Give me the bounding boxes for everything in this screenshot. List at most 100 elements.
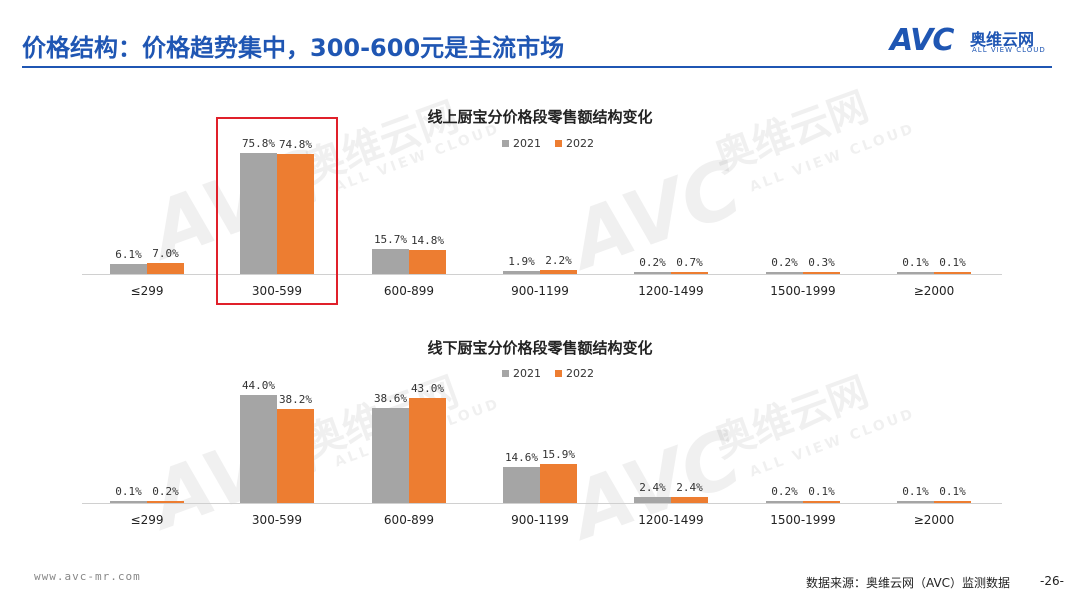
bar-2022-600-899 [409, 397, 446, 503]
bar-2021-300-599 [240, 152, 277, 274]
legend-label-2021: 2021 [513, 137, 541, 150]
legend-item-2021: 2021 [502, 367, 541, 380]
category-label-1200-1499: 1200-1499 [638, 284, 704, 298]
bar-2022-1500-1999 [803, 272, 840, 274]
data-label-2021-300-599: 75.8% [241, 136, 276, 150]
category-label-≤299: ≤299 [130, 284, 164, 298]
data-label-2022-600-899: 43.0% [410, 381, 445, 395]
chart-legend: 2021 2022 [502, 137, 594, 150]
legend-swatch-2021 [502, 370, 509, 377]
bar-2021-1500-1999 [766, 272, 803, 274]
bar-2022-900-1199 [540, 464, 577, 503]
bar-2021-600-899 [372, 408, 409, 503]
legend-label-2022: 2022 [566, 137, 594, 150]
category-label-900-1199: 900-1199 [511, 513, 569, 527]
bar-2022-300-599 [277, 154, 314, 274]
bar-2021-600-899 [372, 248, 409, 274]
legend-swatch-2022 [555, 140, 562, 147]
category-label-≤299: ≤299 [130, 513, 164, 527]
chart-title: 线下厨宝分价格段零售额结构变化 [427, 339, 653, 357]
bar-2022-1200-1499 [671, 272, 708, 274]
legend-item-2022: 2022 [555, 137, 594, 150]
data-label-2022-1200-1499: 2.4% [676, 481, 703, 495]
bar-2022-900-1199 [540, 270, 577, 274]
header-divider [22, 66, 1052, 68]
bar-2022-≤299 [147, 501, 184, 503]
logo-mark: AVC [890, 23, 954, 58]
category-label-300-599: 300-599 [251, 513, 303, 527]
category-label-1200-1499: 1200-1499 [638, 513, 704, 527]
category-label-≥2000: ≥2000 [913, 284, 955, 298]
bar-2022-1200-1499 [671, 497, 708, 503]
footer-source: 数据来源：奥维云网（AVC）监测数据 [806, 576, 1011, 590]
bar-2022-≥2000 [934, 272, 971, 274]
highlight-300-599-box [216, 117, 338, 305]
data-label-2021-300-599: 44.0% [241, 379, 276, 393]
data-label-2022-≤299: 0.2% [152, 485, 179, 498]
data-label-2021-≥2000: 0.1% [902, 256, 929, 269]
offline-price-structure-chart: 线下厨宝分价格段零售额结构变化 2021 2022 0.1% 0.2% ≤299 44… [82, 339, 1002, 527]
category-label-300-599: 300-599 [251, 284, 303, 298]
legend-swatch-2022 [555, 370, 562, 377]
logo-cn-text: 奥维云网 [970, 30, 1035, 49]
data-label-2021-1200-1499: 0.2% [639, 256, 666, 269]
category-label-1500-1999: 1500-1999 [770, 513, 836, 527]
bar-2022-1500-1999 [803, 501, 840, 503]
data-label-2022-900-1199: 2.2% [545, 254, 572, 268]
category-label-600-899: 600-899 [383, 284, 435, 298]
bar-2021-≥2000 [897, 501, 934, 503]
data-label-2022-300-599: 74.8% [278, 138, 313, 152]
bar-2021-1200-1499 [634, 272, 671, 274]
data-label-2022-1500-1999: 0.3% [808, 256, 835, 269]
category-label-900-1199: 900-1199 [511, 284, 569, 298]
page-number: -26- [1040, 574, 1064, 588]
data-label-2022-≥2000: 0.1% [939, 485, 966, 498]
page-title: 价格结构：价格趋势集中，300-600元是主流市场 [22, 34, 565, 62]
bar-2022-600-899 [409, 250, 446, 274]
bar-2021-≤299 [110, 264, 147, 274]
chart-title: 线上厨宝分价格段零售额结构变化 [427, 108, 653, 126]
data-label-2022-900-1199: 15.9% [541, 448, 576, 462]
category-label-600-899: 600-899 [383, 513, 435, 527]
bar-2021-1200-1499 [634, 497, 671, 503]
category-label-1500-1999: 1500-1999 [770, 284, 836, 298]
data-label-2021-600-899: 15.7% [373, 232, 408, 246]
data-label-2021-1200-1499: 2.4% [639, 481, 666, 495]
data-label-2021-900-1199: 14.6% [504, 451, 539, 465]
data-label-2021-1500-1999: 0.2% [771, 485, 798, 498]
data-label-2022-1500-1999: 0.1% [808, 485, 835, 498]
legend-item-2021: 2021 [502, 137, 541, 150]
data-label-2022-≥2000: 0.1% [939, 256, 966, 269]
bar-2021-≤299 [110, 501, 147, 503]
data-label-2021-≤299: 0.1% [115, 485, 142, 498]
bar-2022-≤299 [147, 262, 184, 274]
bar-2021-900-1199 [503, 467, 540, 503]
legend-label-2022: 2022 [566, 367, 594, 380]
bar-2022-≥2000 [934, 501, 971, 503]
legend-label-2021: 2021 [513, 367, 541, 380]
data-label-2021-1500-1999: 0.2% [771, 256, 798, 269]
chart-baseline [82, 503, 1002, 504]
data-label-2022-600-899: 14.8% [410, 234, 445, 248]
data-label-2021-600-899: 38.6% [373, 392, 408, 406]
data-label-2021-≤299: 6.1% [115, 248, 142, 262]
chart-legend: 2021 2022 [502, 367, 594, 380]
legend-item-2022: 2022 [555, 367, 594, 380]
bar-2021-300-599 [240, 395, 277, 503]
data-label-2022-300-599: 38.2% [278, 393, 313, 407]
bar-2021-900-1199 [503, 270, 540, 274]
bar-2021-≥2000 [897, 272, 934, 274]
footer-url: www.avc-mr.com [34, 570, 141, 583]
data-label-2022-≤299: 7.0% [152, 246, 179, 260]
data-label-2022-1200-1499: 0.7% [676, 256, 703, 269]
data-label-2021-≥2000: 0.1% [902, 485, 929, 498]
chart-baseline [82, 274, 1002, 275]
online-price-structure-chart: 线上厨宝分价格段零售额结构变化 2021 2022 6.1% 7.0% ≤299 75… [82, 108, 1002, 298]
legend-swatch-2021 [502, 140, 509, 147]
bar-2022-300-599 [277, 409, 314, 503]
logo-en-text: ALL VIEW CLOUD [972, 46, 1046, 54]
bar-2021-1500-1999 [766, 501, 803, 503]
category-label-≥2000: ≥2000 [913, 513, 955, 527]
data-label-2021-900-1199: 1.9% [508, 254, 535, 268]
brand-logo: AVC 奥维云网 ALL VIEW CLOUD [890, 24, 1060, 60]
